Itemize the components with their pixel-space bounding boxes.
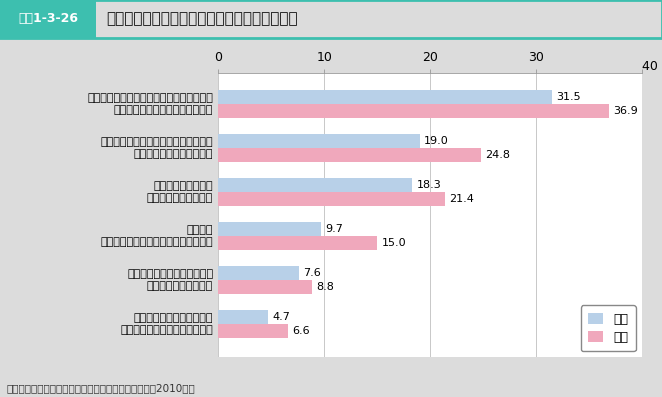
Bar [218,192,445,206]
Text: 8.8: 8.8 [316,282,334,292]
Text: 31.5: 31.5 [556,92,581,102]
Text: 36.9: 36.9 [614,106,638,116]
Bar [218,134,420,148]
Text: 4.7: 4.7 [273,312,291,322]
Text: 地方自治体に行ってもらいたい出会い関連事業: 地方自治体に行ってもらいたい出会い関連事業 [106,12,297,26]
Bar [218,310,268,324]
Text: パーティ、スポーツ、レクリエーションや
旅行等「レジャー型」出会い事業: パーティ、スポーツ、レクリエーションや 旅行等「レジャー型」出会い事業 [87,93,213,115]
Text: 資料：内閣府「結婚・家族形成に関する意識調査」（2010年）: 資料：内閣府「結婚・家族形成に関する意識調査」（2010年） [7,383,195,393]
Text: 6.6: 6.6 [293,326,310,336]
Bar [218,90,552,104]
Text: 24.8: 24.8 [485,150,510,160]
Legend: 男性, 女性: 男性, 女性 [581,305,636,351]
Text: 40  (%): 40 (%) [642,60,662,73]
Text: 結婚観や生き方の話し合い等
「講座型」出会い事業: 結婚観や生き方の話し合い等 「講座型」出会い事業 [127,270,213,291]
Text: 19.0: 19.0 [424,136,449,146]
Text: 21.4: 21.4 [449,194,474,204]
Text: 15.0: 15.0 [381,238,406,248]
Bar [218,236,377,251]
Text: 7.6: 7.6 [303,268,321,278]
Bar [218,178,412,192]
Text: 親や地域住民を対象とする
若い世代の結婚に関する講習会: 親や地域住民を対象とする 若い世代の結婚に関する講習会 [120,314,213,335]
Bar [218,280,312,294]
Bar [218,148,481,162]
Text: 18.3: 18.3 [416,180,442,190]
Text: 結婚講座
（交際術、ファッション、マナー等）: 結婚講座 （交際術、ファッション、マナー等） [101,225,213,247]
Text: 9.7: 9.7 [326,224,344,234]
Bar [0,0,96,38]
Bar [218,104,609,118]
Bar [218,222,321,236]
Text: 図表1-3-26: 図表1-3-26 [18,12,78,25]
Bar [218,266,299,280]
Bar [218,324,289,338]
Text: 地域産業を生かした
「体験型」出会い事業: 地域産業を生かした 「体験型」出会い事業 [147,181,213,203]
Text: ボランティアや祭りなどの伝統行事等
「共同作業型」出会い事業: ボランティアや祭りなどの伝統行事等 「共同作業型」出会い事業 [101,137,213,159]
